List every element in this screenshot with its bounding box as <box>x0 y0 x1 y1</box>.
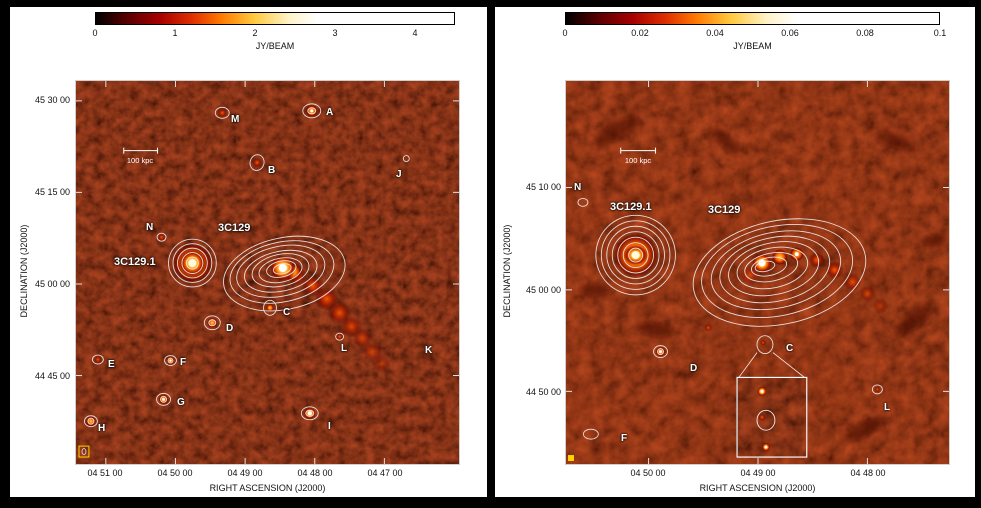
axis-tick-marks <box>566 81 949 464</box>
inset-zoom-box <box>736 352 808 458</box>
right-sky-svg <box>566 81 949 464</box>
x-tick-label: 04 48 00 <box>297 468 333 478</box>
source-label-c: C <box>786 343 794 354</box>
left-sky-image: 100 kpc A M B J N 3C129.1 3C129 C D L K … <box>75 80 460 465</box>
colorbar-tick: 0.08 <box>856 28 874 38</box>
noise-texture <box>76 81 459 464</box>
colorbar-tick: 0 <box>92 28 98 38</box>
x-axis-label: RIGHT ASCENSION (J2000) <box>209 483 326 493</box>
y-tick-label: 45 30 00 <box>34 95 70 105</box>
colorbar-tick: 0 <box>562 28 568 38</box>
colorbar-tick: 0.02 <box>631 28 649 38</box>
source-label-3c129: 3C129 <box>218 222 251 234</box>
source-label-f: F <box>621 433 628 444</box>
x-tick-label: 04 47 00 <box>367 468 403 478</box>
x-tick-label: 04 50 00 <box>630 468 666 478</box>
colorbar-unit-label: JY/BEAM <box>255 41 295 51</box>
y-axis-label: DECLINATION (J2000) <box>19 224 29 318</box>
source-label-a: A <box>326 107 334 118</box>
scale-bar-label: 100 kpc <box>126 156 154 165</box>
source-label-3c129-1: 3C129.1 <box>114 256 156 268</box>
source-label-g: G <box>177 397 185 408</box>
source-label-l: L <box>884 402 891 413</box>
source-label-3c129: 3C129 <box>708 204 741 216</box>
y-tick-label: 44 45 00 <box>34 371 70 381</box>
right-colorbar <box>565 12 940 25</box>
source-label-d: D <box>226 323 234 334</box>
x-tick-label: 04 49 00 <box>740 468 776 478</box>
scale-bar-label: 100 kpc <box>624 156 652 165</box>
scale-bar <box>620 147 657 154</box>
colorbar-tick: 0.04 <box>706 28 724 38</box>
source-label-c: C <box>283 307 291 318</box>
colorbar-tick: 1 <box>172 28 178 38</box>
y-tick-label: 45 10 00 <box>525 182 561 192</box>
source-label-j: J <box>396 169 402 180</box>
source-label-i: I <box>328 421 331 432</box>
x-tick-label: 04 51 00 <box>87 468 123 478</box>
3c129-tail-emission <box>286 266 391 373</box>
colorbar-tick: 4 <box>412 28 418 38</box>
source-label-l: L <box>341 343 348 354</box>
source-label-e: E <box>108 359 115 370</box>
left-colorbar <box>95 12 455 25</box>
colorbar-tick: 0.06 <box>781 28 799 38</box>
beam-indicator <box>567 455 574 462</box>
colorbar-tick: 0.1 <box>933 28 947 38</box>
beam-indicator <box>78 445 90 458</box>
colorbar-unit-label: JY/BEAM <box>733 41 772 51</box>
x-axis-label: RIGHT ASCENSION (J2000) <box>699 483 816 493</box>
diffuse-patches <box>581 116 947 441</box>
y-tick-label: 44 50 00 <box>525 387 561 397</box>
axis-tick-marks <box>76 81 459 464</box>
radio-contours <box>84 103 410 428</box>
y-axis-label: DECLINATION (J2000) <box>502 224 512 318</box>
source-label-d: D <box>690 363 698 374</box>
streak-texture <box>566 81 949 464</box>
x-tick-label: 04 48 00 <box>850 468 886 478</box>
bright-sources <box>613 233 881 393</box>
y-tick-label: 45 00 00 <box>34 279 70 289</box>
left-panel: 0 1 2 3 4 JY/BEAM DECLINATION (J2000) 45… <box>10 7 487 497</box>
source-label-b: B <box>268 165 276 176</box>
source-label-n: N <box>146 222 154 233</box>
right-sky-image: 100 kpc N 3C129.1 3C129 D C L F <box>565 80 950 465</box>
source-label-3c129-1: 3C129.1 <box>610 201 652 213</box>
x-tick-label: 04 49 00 <box>227 468 263 478</box>
y-tick-label: 45 00 00 <box>525 285 561 295</box>
scale-bar <box>123 147 159 154</box>
colorbar-tick: 2 <box>252 28 258 38</box>
radio-contours <box>577 197 883 440</box>
source-label-f: F <box>180 357 187 368</box>
right-panel: 0 0.02 0.04 0.06 0.08 0.1 JY/BEAM DECLIN… <box>495 7 975 497</box>
y-tick-label: 45 15 00 <box>34 187 70 197</box>
source-label-h: H <box>98 423 106 434</box>
3c129-emission <box>740 247 889 314</box>
source-label-m: M <box>231 114 240 125</box>
colorbar-tick: 3 <box>332 28 338 38</box>
x-tick-label: 04 50 00 <box>157 468 193 478</box>
left-sky-svg <box>76 81 459 464</box>
source-label-k: K <box>425 345 433 356</box>
source-label-n: N <box>574 182 582 193</box>
